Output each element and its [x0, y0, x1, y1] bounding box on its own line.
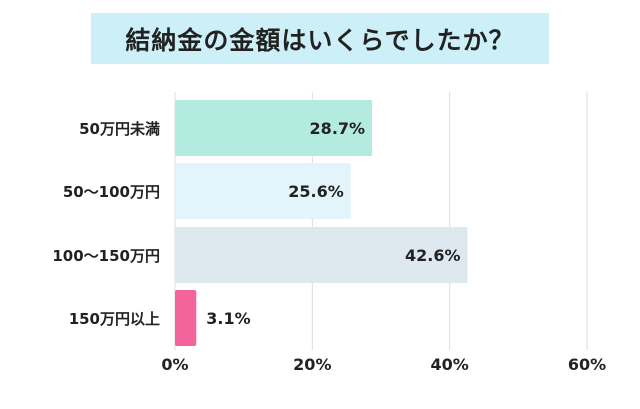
bar-value-label: 42.6%: [405, 246, 461, 265]
bar: [175, 227, 468, 283]
bar-value-label: 3.1%: [206, 309, 250, 328]
category-label: 150万円以上: [69, 310, 160, 328]
x-tick-label: 60%: [568, 355, 606, 374]
bar-value-label: 25.6%: [288, 182, 344, 201]
x-tick-label: 40%: [431, 355, 469, 374]
x-tick-label: 20%: [293, 355, 331, 374]
bar: [175, 163, 351, 219]
category-label: 50〜100万円: [63, 183, 160, 201]
category-label: 100〜150万円: [52, 247, 160, 265]
chart-title: 結納金の金額はいくらでしたか？: [125, 25, 515, 55]
bar: [175, 290, 197, 346]
bar: [175, 100, 373, 156]
x-tick-label: 0%: [161, 355, 188, 374]
bar-value-label: 28.7%: [310, 119, 366, 138]
chart-title-box: 結納金の金額はいくらでしたか？: [91, 13, 549, 64]
category-label: 50万円未満: [79, 120, 160, 138]
